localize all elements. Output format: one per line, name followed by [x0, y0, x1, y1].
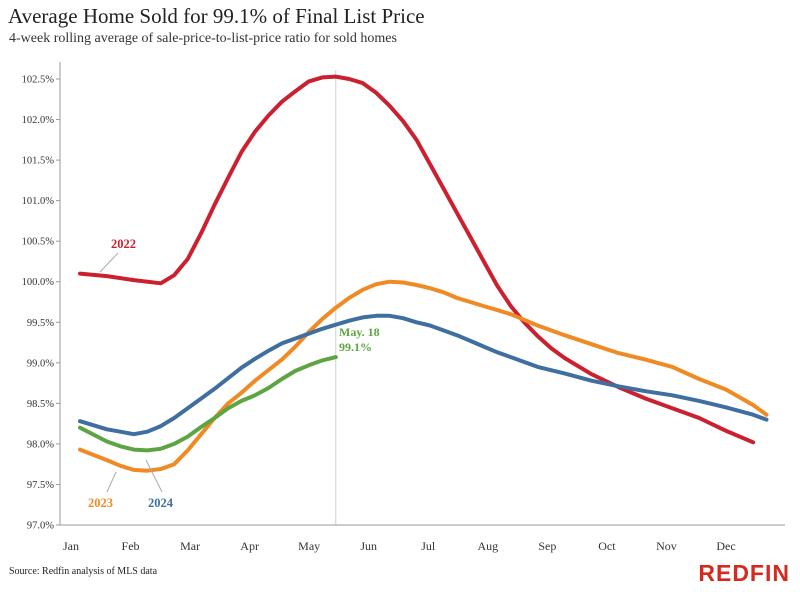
annotation-date: May. 18: [339, 325, 380, 339]
y-tick-label: 99.5%: [27, 318, 54, 329]
y-tick-label: 101.0%: [22, 196, 55, 207]
x-tick-label: Jan: [63, 539, 79, 553]
x-tick-label: Nov: [656, 539, 677, 553]
x-tick-label: Jun: [360, 539, 377, 553]
y-tick-label: 97.0%: [27, 521, 54, 532]
y-tick-label: 100.0%: [22, 277, 55, 288]
y-tick-label: 97.5%: [27, 480, 54, 491]
x-tick-label: Aug: [477, 539, 498, 553]
x-tick-label: Jul: [421, 539, 436, 553]
x-tick-label: Sep: [538, 539, 556, 553]
source-note: Source: Redfin analysis of MLS data: [9, 566, 158, 577]
chart-title: Average Home Sold for 99.1% of Final Lis…: [8, 4, 425, 28]
series-line-2: [78, 313, 769, 437]
series-label-2023: 2023: [88, 496, 113, 510]
chart-subtitle: 4-week rolling average of sale-price-to-…: [9, 31, 397, 46]
label-leader-2022: [99, 252, 119, 273]
series-line-1: [78, 279, 769, 473]
y-tick-label: 98.0%: [27, 439, 54, 450]
label-leader-2024: [145, 459, 163, 493]
series-label-2022: 2022: [111, 237, 136, 251]
label-leader-2023: [106, 471, 117, 493]
x-tick-label: Dec: [716, 539, 735, 553]
y-tick-label: 98.5%: [27, 399, 54, 410]
series-line-3: [78, 355, 338, 453]
series-label-2024: 2024: [148, 496, 174, 510]
y-tick-label: 102.0%: [22, 115, 55, 126]
x-tick-label: Oct: [598, 539, 616, 553]
annotation-value: 99.1%: [339, 340, 372, 354]
x-tick-label: Feb: [122, 539, 140, 553]
y-tick-label: 102.5%: [22, 75, 55, 86]
x-tick-label: Apr: [240, 539, 259, 553]
y-tick-label: 100.5%: [22, 237, 55, 248]
x-tick-label: Mar: [180, 539, 200, 553]
x-tick-label: May: [298, 539, 320, 553]
series-line-0: [78, 74, 756, 445]
y-tick-label: 99.0%: [27, 358, 54, 369]
y-tick-label: 101.5%: [22, 156, 55, 167]
redfin-logo: REDFIN: [698, 560, 790, 586]
